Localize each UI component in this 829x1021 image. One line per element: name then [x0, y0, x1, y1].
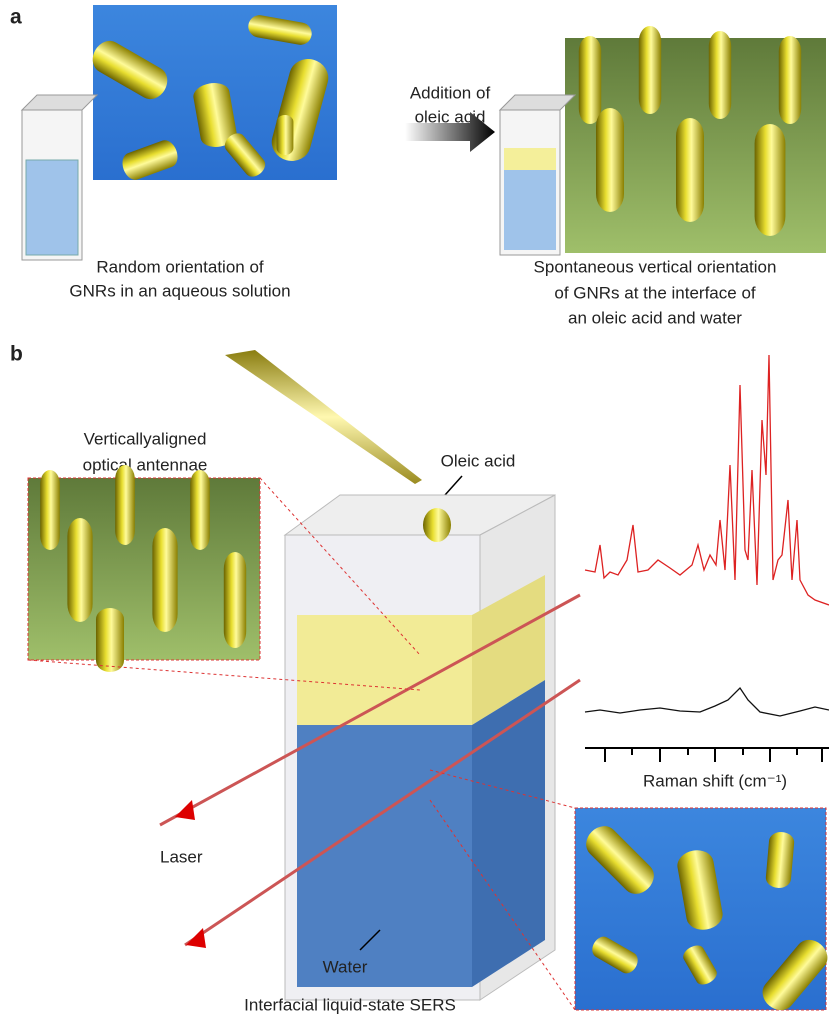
aligned-inset [28, 465, 260, 672]
cuvette [22, 95, 97, 260]
figure: a Random orientation of GNRs in an aqueo… [0, 0, 829, 1021]
pipette [225, 350, 422, 484]
oleic-acid-label: Oleic acid [441, 451, 516, 470]
inset-label: optical antennae [83, 455, 208, 474]
axis-label: Raman shift (cm⁻¹) [643, 771, 787, 790]
laser-arrow [175, 800, 195, 820]
caption: Random orientation of [96, 257, 264, 276]
spectrum [585, 355, 829, 716]
aligned-image [565, 26, 826, 253]
panel-label: b [10, 343, 23, 366]
panel-label: a [10, 6, 22, 29]
caption: of GNRs at the interface of [554, 283, 756, 302]
random-image [87, 5, 337, 183]
water-label: Water [323, 957, 368, 976]
random-inset [575, 808, 829, 1016]
laser-arrow [186, 928, 206, 948]
arrow-label: Addition of [410, 83, 491, 102]
caption: Spontaneous vertical orientation [534, 257, 777, 276]
spectrum-axis [585, 748, 829, 762]
inset-label: Verticallyaligned [84, 429, 207, 448]
pointer [445, 476, 462, 495]
laser-label: Laser [160, 847, 203, 866]
cuvette [500, 95, 575, 255]
caption: GNRs in an aqueous solution [69, 281, 290, 300]
cuvette [285, 495, 555, 1000]
caption: Interfacial liquid-state SERS [244, 995, 456, 1014]
caption: an oleic acid and water [568, 308, 742, 327]
